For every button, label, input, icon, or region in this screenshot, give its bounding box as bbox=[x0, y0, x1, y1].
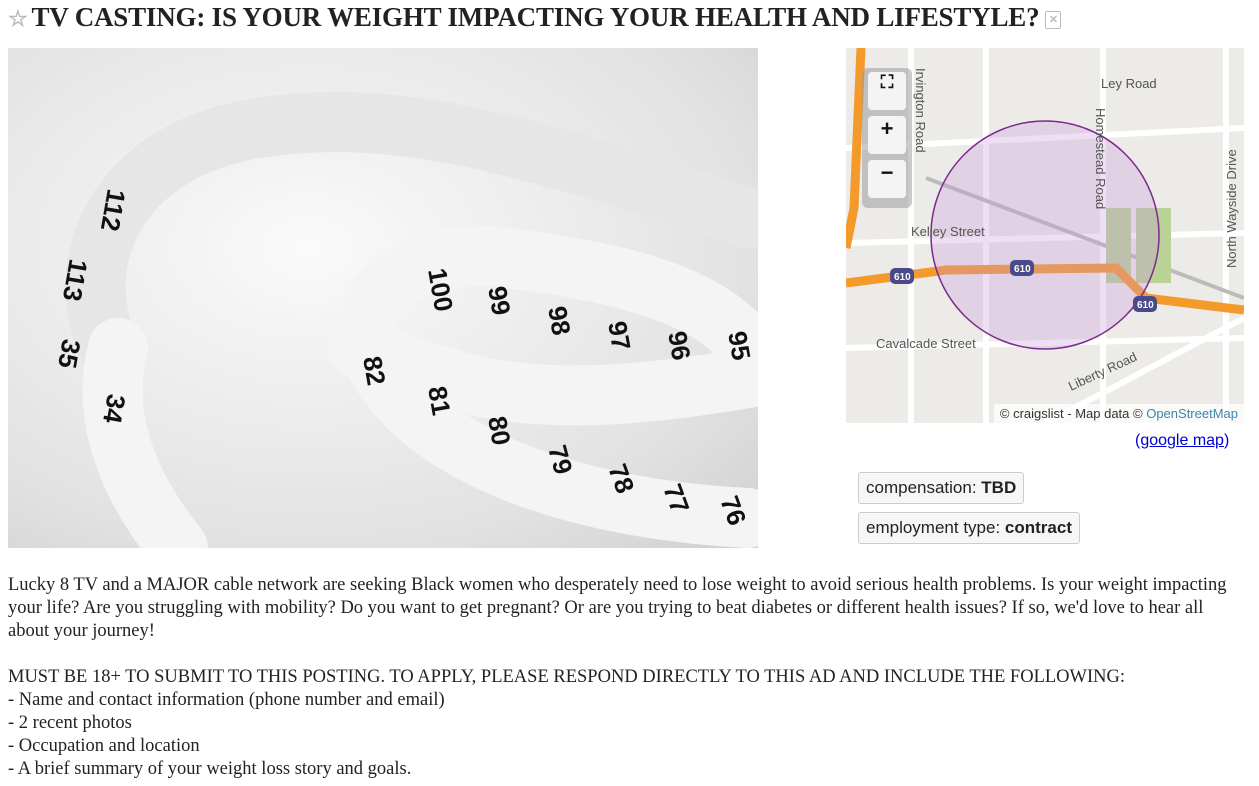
map-street-label: Kelley Street bbox=[911, 224, 985, 239]
map-street-label: Homestead Road bbox=[1093, 108, 1108, 209]
list-item: - 2 recent photos bbox=[8, 713, 132, 733]
posting-title: ☆ TV CASTING: IS YOUR WEIGHT IMPACTING YO… bbox=[8, 2, 1062, 33]
openstreetmap-link[interactable]: OpenStreetMap bbox=[1146, 406, 1238, 421]
list-item: - A brief summary of your weight loss st… bbox=[8, 759, 412, 779]
tape-number: 113 bbox=[57, 257, 94, 304]
measuring-tape-photo: 82 81 80 79 78 77 76 100 99 98 97 96 95 … bbox=[52, 92, 758, 548]
hide-posting-icon[interactable]: ✕ bbox=[1045, 10, 1062, 29]
compensation-attribute: compensation: TBD bbox=[858, 472, 1025, 504]
posting-image[interactable]: 82 81 80 79 78 77 76 100 99 98 97 96 95 … bbox=[8, 48, 758, 548]
body-paragraph: Lucky 8 TV and a MAJOR cable network are… bbox=[8, 575, 1227, 641]
list-item: - Occupation and location bbox=[8, 736, 200, 756]
zoom-in-button[interactable]: + bbox=[868, 116, 906, 154]
tape-number: 97 bbox=[602, 319, 637, 353]
star-icon[interactable]: ☆ bbox=[8, 6, 28, 31]
map-street-label: Cavalcade Street bbox=[876, 336, 976, 351]
highway-shield: 610 bbox=[894, 272, 911, 283]
tape-number: 81 bbox=[422, 384, 457, 418]
google-map: (google map) bbox=[1135, 432, 1230, 449]
tape-number: 96 bbox=[662, 329, 697, 363]
highway-shield: 610 bbox=[1137, 300, 1154, 311]
tape-number: 100 bbox=[422, 266, 459, 314]
highway-shield: 610 bbox=[1014, 264, 1031, 275]
tape-number: 112 bbox=[95, 187, 132, 234]
posting-body: Lucky 8 TV and a MAJOR cable network are… bbox=[8, 574, 1248, 781]
tape-number: 95 bbox=[722, 329, 757, 363]
tape-number: 82 bbox=[357, 354, 392, 388]
map-street-label: North Wayside Drive bbox=[1224, 149, 1239, 268]
tape-number: 98 bbox=[542, 304, 577, 338]
map-attribution: © craigslist - Map data © OpenStreetMap bbox=[993, 404, 1244, 423]
list-item: - Name and contact information (phone nu… bbox=[8, 690, 445, 710]
google-map-link[interactable]: google map bbox=[1140, 432, 1224, 449]
tape-number: 35 bbox=[52, 337, 87, 371]
tape-number: 99 bbox=[482, 284, 517, 318]
map-street-label: Ley Road bbox=[1101, 76, 1157, 91]
location-map[interactable]: Ley Road Kelley Street Cavalcade Street … bbox=[846, 48, 1244, 423]
fullscreen-button[interactable]: ⛶ bbox=[868, 72, 906, 110]
tape-number: 34 bbox=[97, 392, 132, 426]
zoom-out-button[interactable]: − bbox=[868, 160, 906, 198]
map-tiles: Ley Road Kelley Street Cavalcade Street … bbox=[846, 48, 1244, 423]
tape-number: 80 bbox=[482, 414, 517, 448]
map-controls: ⛶ + − bbox=[862, 68, 912, 208]
body-paragraph: MUST BE 18+ TO SUBMIT TO THIS POSTING. T… bbox=[8, 667, 1126, 687]
map-street-label: Irvington Road bbox=[913, 68, 928, 153]
employment-type-attribute: employment type: contract bbox=[858, 512, 1080, 544]
